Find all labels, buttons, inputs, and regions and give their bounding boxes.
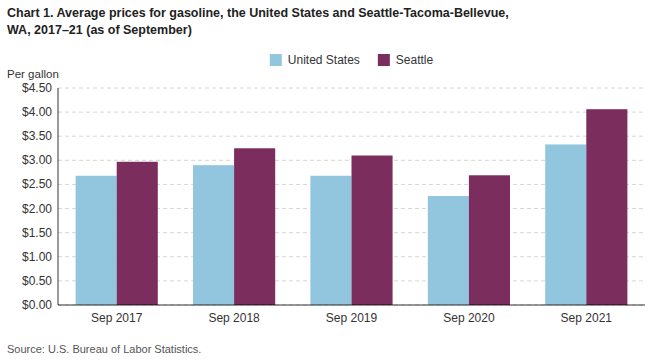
- x-tick-label: Sep 2020: [443, 311, 495, 325]
- y-axis-line: [58, 88, 59, 305]
- legend-swatch: [378, 54, 390, 66]
- bar: [428, 196, 469, 305]
- bar: [117, 162, 158, 305]
- x-tick-label: Sep 2021: [561, 311, 613, 325]
- bar: [545, 144, 586, 305]
- y-tick-label: $0.00: [22, 298, 52, 312]
- x-tick-label: Sep 2018: [208, 311, 260, 325]
- y-tick-label: $4.50: [22, 81, 52, 95]
- background: [0, 0, 661, 361]
- y-tick-label: $2.50: [22, 177, 52, 191]
- y-tick-label: $1.50: [22, 226, 52, 240]
- x-tick-label: Sep 2017: [91, 311, 143, 325]
- x-axis-line: [58, 305, 645, 306]
- legend-label: Seattle: [396, 53, 434, 67]
- bar: [586, 109, 627, 305]
- x-tick-label: Sep 2019: [326, 311, 378, 325]
- bar: [234, 148, 275, 305]
- grid-line: [58, 136, 645, 137]
- grid-line: [58, 112, 645, 113]
- y-tick-label: $1.00: [22, 250, 52, 264]
- bar: [193, 165, 234, 305]
- subtitle: WA, 2017–21 (as of September): [7, 23, 192, 37]
- y-axis-label: Per gallon: [7, 68, 59, 80]
- y-tick-label: $3.00: [22, 153, 52, 167]
- bar: [310, 176, 351, 305]
- title: Chart 1. Average prices for gasoline, th…: [7, 6, 509, 20]
- y-tick-label: $0.50: [22, 274, 52, 288]
- legend: United States Seattle: [270, 53, 434, 67]
- grid-line: [58, 88, 645, 89]
- grid-line: [58, 305, 645, 306]
- legend-label: United States: [288, 53, 360, 67]
- grid: [58, 88, 645, 305]
- source-note: Source: U.S. Bureau of Labor Statistics.: [7, 343, 201, 355]
- chart: Chart 1. Average prices for gasoline, th…: [0, 0, 661, 361]
- legend-swatch: [270, 54, 282, 66]
- bar: [352, 156, 393, 305]
- y-tick-label: $3.50: [22, 129, 52, 143]
- y-tick-label: $2.00: [22, 202, 52, 216]
- bar: [469, 175, 510, 305]
- y-tick-label: $4.00: [22, 105, 52, 119]
- bars: [76, 109, 628, 305]
- bar: [76, 176, 117, 305]
